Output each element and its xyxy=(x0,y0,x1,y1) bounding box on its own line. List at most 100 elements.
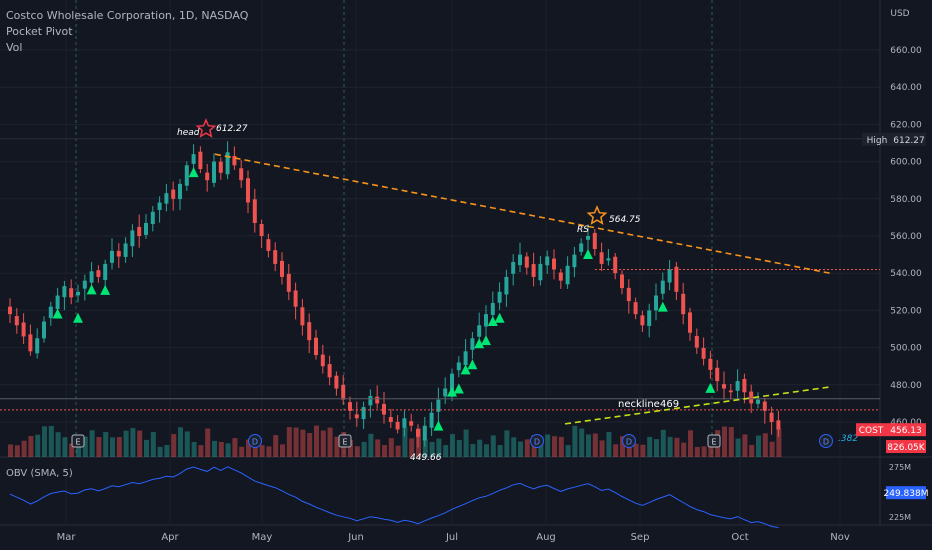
candle-body xyxy=(388,417,393,422)
price-tick-label: 580.00 xyxy=(890,195,922,205)
volume-bar xyxy=(259,445,265,457)
trend-lines: head 612.27 RS 564.75 neckline 469 449.66 xyxy=(0,118,880,463)
volume-bar xyxy=(76,445,81,457)
price-tick-label: 600.00 xyxy=(890,158,922,168)
symbol-tag: COST xyxy=(859,426,884,436)
candle-body xyxy=(191,154,196,164)
volume-bar xyxy=(429,441,435,457)
volume-bar xyxy=(320,430,326,457)
volume-bar xyxy=(552,436,557,457)
volume-bar xyxy=(28,436,34,457)
dividend-icon xyxy=(530,434,544,448)
candle-body xyxy=(144,222,148,235)
candle-body xyxy=(361,407,366,420)
volume-label: Vol xyxy=(6,41,23,54)
volume-bar xyxy=(280,444,285,457)
price-tick-label: 620.00 xyxy=(890,120,922,130)
pocket-pivot-marker xyxy=(705,382,716,393)
candle-body xyxy=(756,399,760,404)
neckline xyxy=(564,385,833,425)
volume-bar xyxy=(130,428,136,457)
pocket-pivot-marker xyxy=(474,338,485,349)
month-label: May xyxy=(252,532,273,543)
volume-bar xyxy=(334,436,340,457)
candle-body xyxy=(477,325,482,337)
volume-bar xyxy=(524,439,530,457)
volume-bar xyxy=(402,427,408,457)
event-label: D xyxy=(823,438,829,447)
month-label: Apr xyxy=(161,532,179,543)
volume-bar xyxy=(137,430,143,457)
pocket-pivot-marker xyxy=(583,249,593,259)
candle-body xyxy=(531,264,536,277)
candle-body xyxy=(504,276,509,295)
candle-body xyxy=(654,295,658,311)
candle-body xyxy=(103,263,108,280)
price-tick-label: 500.00 xyxy=(890,344,922,354)
volume-bar xyxy=(592,433,598,457)
candle-body xyxy=(735,381,740,391)
candle-body xyxy=(456,362,461,371)
candle-body xyxy=(35,338,40,354)
volume-bar xyxy=(239,446,245,457)
volume-bar xyxy=(667,436,673,457)
currency-label: USD xyxy=(890,9,909,19)
fib-label: .382 xyxy=(838,434,858,444)
volume-bar xyxy=(212,440,217,457)
volume-bar xyxy=(409,438,415,457)
volume-bar xyxy=(722,426,727,457)
volume-bar xyxy=(252,441,258,457)
month-label: Nov xyxy=(830,532,850,543)
volume-bar xyxy=(749,444,755,457)
volume-bar xyxy=(35,434,41,457)
volume-bar xyxy=(96,437,102,457)
event-label: E xyxy=(342,438,347,447)
volume-bar xyxy=(674,437,680,457)
neckline-value: 469 xyxy=(660,399,679,410)
volume-bar xyxy=(633,443,639,457)
event-label: D xyxy=(252,438,258,447)
price-tick-label: 560.00 xyxy=(890,232,922,242)
candle-body xyxy=(742,378,747,393)
candle-body xyxy=(688,312,692,333)
pocket-pivot-marker xyxy=(467,359,478,370)
pocket-pivot-marker xyxy=(481,335,491,346)
candle-body xyxy=(130,230,135,247)
candle-body xyxy=(225,152,230,175)
candle-body xyxy=(110,250,114,263)
volume-bar xyxy=(654,439,659,457)
candle-body xyxy=(212,161,216,183)
volume-bar xyxy=(273,435,279,457)
volume-bars xyxy=(8,425,782,457)
candle-body xyxy=(395,421,400,430)
volume-bar xyxy=(558,436,564,457)
candle-body xyxy=(722,384,726,389)
price-tick-label: 520.00 xyxy=(890,306,922,316)
month-label: Aug xyxy=(536,532,556,543)
volume-bar xyxy=(184,431,190,457)
pocket-pivot-marker xyxy=(453,383,464,394)
volume-bar xyxy=(456,439,462,457)
candle-body xyxy=(293,290,298,307)
volume-bar xyxy=(191,441,197,457)
volume-bar xyxy=(756,435,761,457)
candle-body xyxy=(14,316,19,326)
candle-body xyxy=(538,263,543,281)
volume-bar xyxy=(647,436,653,457)
candle-body xyxy=(184,165,189,186)
month-label: Jul xyxy=(445,532,458,543)
candle-body xyxy=(341,384,346,400)
candle-body xyxy=(579,243,584,252)
volume-bar xyxy=(62,437,68,457)
candle-body xyxy=(157,202,162,211)
head-star-icon xyxy=(195,118,217,138)
candle-body xyxy=(436,399,441,412)
volume-bar xyxy=(246,439,251,457)
volume-bar xyxy=(218,441,224,457)
pocket-pivot-label: Pocket Pivot xyxy=(6,25,73,38)
candle-body xyxy=(633,302,638,315)
high-tag-box xyxy=(862,132,892,146)
candle-body xyxy=(280,260,284,277)
candle-body xyxy=(470,338,475,350)
